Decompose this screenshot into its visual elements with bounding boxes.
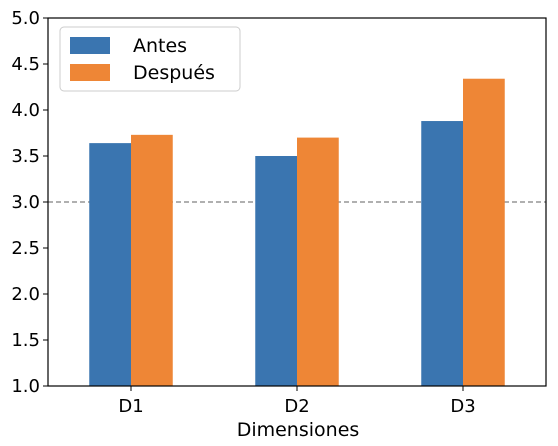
legend: Antes Después — [59, 26, 241, 92]
y-tick-label: 3.5 — [11, 146, 40, 167]
legend-label-2: Después — [133, 62, 215, 84]
x-tick-label-d2: D2 — [284, 396, 309, 417]
y-tick-label: 1.5 — [11, 330, 40, 351]
bar-d1-series-1 — [89, 143, 131, 386]
y-tick-label: 4.5 — [11, 54, 40, 75]
legend-swatch-2 — [70, 64, 110, 81]
bar-d3-series-1 — [421, 121, 463, 386]
x-tick-label-d3: D3 — [450, 396, 475, 417]
bar-d1-series-2 — [131, 134, 173, 386]
x-tick-label-d1: D1 — [118, 396, 143, 417]
y-tick-label: 2.0 — [11, 284, 40, 305]
y-tick-label: 1.0 — [11, 376, 40, 397]
y-tick-label: 5.0 — [11, 8, 40, 29]
bars-layer — [89, 78, 505, 386]
bar-d2-series-1 — [255, 156, 297, 386]
y-tick-label: 3.0 — [11, 192, 40, 213]
legend-label-1: Antes — [133, 35, 187, 57]
y-axis: 1.0 1.5 2.0 2.5 3.0 3.5 4.0 4.5 5.0 — [11, 8, 48, 397]
legend-swatch-1 — [70, 37, 110, 54]
bar-d2-series-2 — [297, 137, 339, 386]
x-axis: D1 D2 D3 — [118, 386, 476, 417]
x-axis-title: Dimensiones — [237, 419, 360, 441]
y-tick-label: 2.5 — [11, 238, 40, 259]
bar-d3-series-2 — [463, 78, 505, 386]
y-tick-label: 4.0 — [11, 100, 40, 121]
